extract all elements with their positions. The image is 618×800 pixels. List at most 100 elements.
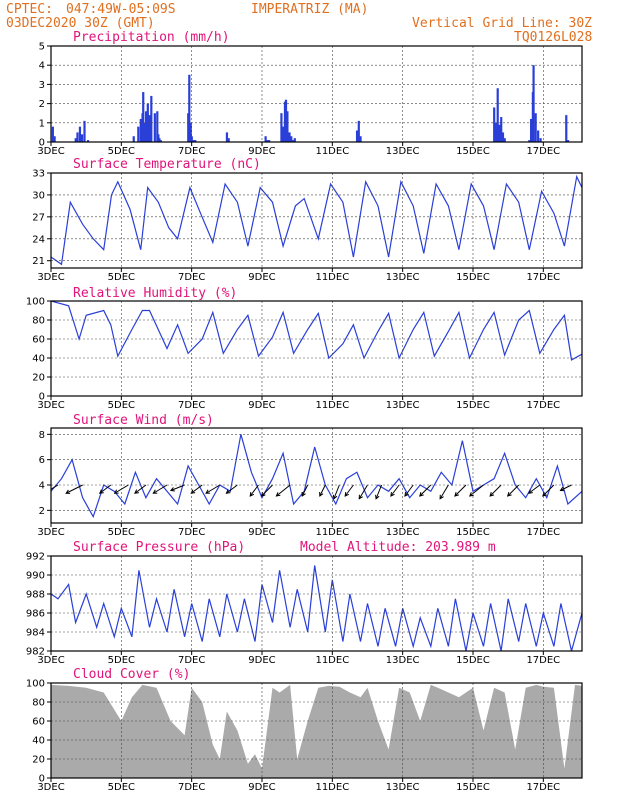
pressure-xtick-label: 7DEC xyxy=(178,655,205,666)
wind-arrowhead xyxy=(489,492,495,497)
wind-arrow xyxy=(489,484,502,497)
precip-bar xyxy=(539,138,542,142)
cloud-ytick-label: 20 xyxy=(32,755,45,766)
cloud-area xyxy=(51,684,582,778)
pressure-ytick-label: 986 xyxy=(26,609,45,620)
wind-arrowhead xyxy=(332,494,338,500)
precip-ytick-label: 5 xyxy=(39,42,45,53)
cloud-frame xyxy=(50,682,583,779)
precip-bar xyxy=(150,95,153,142)
precip-bar xyxy=(156,111,159,142)
cloud-panel: 0 20 40 60 80 100 3DEC 5DEC 7DEC 9DEC 11DEC 13DEC 15… xyxy=(26,679,583,793)
wind-frame xyxy=(50,427,583,524)
wind-arrow xyxy=(358,484,368,500)
temperature-ytick-label: 24 xyxy=(32,234,45,245)
wind-arrowhead xyxy=(260,492,266,497)
precip-ytick-label: 3 xyxy=(39,80,45,91)
wind-ytick-label: 6 xyxy=(39,455,45,466)
humidity-plot-area xyxy=(51,301,582,361)
pressure-ytick-label: 988 xyxy=(26,590,45,601)
temperature-ytick-label: 30 xyxy=(32,190,45,201)
humidity-line xyxy=(51,301,582,361)
pressure-xtick-label: 5DEC xyxy=(108,655,135,666)
precip-bar xyxy=(76,132,79,142)
temperature-ytick-label: 27 xyxy=(32,212,45,223)
precip-bar xyxy=(142,92,145,142)
wind-xtick-label: 9DEC xyxy=(248,527,275,538)
wind-arrowhead xyxy=(113,489,119,494)
pressure-line xyxy=(51,565,582,651)
precip-bar xyxy=(532,65,535,142)
precip-bar xyxy=(565,115,568,142)
precip-bar xyxy=(357,120,360,142)
cloud-ytick-label: 80 xyxy=(32,698,45,709)
precip-bar xyxy=(528,140,531,142)
pressure-ytick-label: 984 xyxy=(26,628,45,639)
precip-bar xyxy=(53,136,56,142)
precip-bar xyxy=(144,111,148,142)
wind-arrowhead xyxy=(527,489,533,494)
temperature-frame xyxy=(50,172,583,269)
pressure-xtick-label: 11DEC xyxy=(315,655,349,666)
pressure-xtick-label: 15DEC xyxy=(456,655,490,666)
precip-bar xyxy=(288,132,291,142)
humidity-ytick-label: 0 xyxy=(39,392,45,403)
precip-bar xyxy=(498,124,501,142)
precip-bar xyxy=(78,126,82,142)
precip-bar xyxy=(284,99,288,142)
humidity-panel: 0 20 40 60 80 100 3DEC 5DEC 7DEC 9DEC 11DEC 13DEC 15… xyxy=(26,297,583,411)
header-coords: 047:49W-05:09S xyxy=(66,2,176,17)
precip-bar xyxy=(194,140,197,142)
cloud-xtick-label: 7DEC xyxy=(178,782,205,793)
precip-frame xyxy=(50,45,583,143)
precip-xtick-label: 9DEC xyxy=(248,146,275,157)
precip-xtick-label: 15DEC xyxy=(456,146,490,157)
temperature-xtick-label: 13DEC xyxy=(386,272,420,283)
precip-bar xyxy=(496,88,499,142)
wind-arrowhead xyxy=(225,489,231,494)
header-code: TQ0126L028 xyxy=(514,30,592,45)
precip-bar xyxy=(192,140,195,142)
wind-arrow xyxy=(528,484,541,494)
pressure-title: Surface Pressure (hPa) xyxy=(73,540,245,555)
precip-xtick-label: 13DEC xyxy=(386,146,420,157)
wind-ytick-label: 8 xyxy=(39,430,45,441)
cloud-ytick-label: 100 xyxy=(26,679,45,690)
precip-xtick-label: 5DEC xyxy=(108,146,135,157)
header-place: IMPERATRIZ (MA) xyxy=(251,2,368,17)
precip-bar xyxy=(148,115,151,142)
humidity-xtick-label: 7DEC xyxy=(178,400,205,411)
precip-bar xyxy=(280,113,283,142)
wind-arrowhead xyxy=(205,489,211,494)
wind-arrow xyxy=(375,484,383,499)
wind-arrow xyxy=(454,484,467,497)
precip-bar xyxy=(494,122,498,142)
header-grid-note: Vertical Grid Line: 30Z xyxy=(412,16,592,31)
precip-bar xyxy=(566,140,570,142)
humidity-xtick-label: 13DEC xyxy=(386,400,420,411)
temperature-line xyxy=(51,174,582,266)
humidity-ytick-label: 100 xyxy=(26,297,45,308)
precip-bar xyxy=(86,140,90,142)
wind-arrowhead xyxy=(375,494,380,500)
precip-bar xyxy=(188,74,191,142)
precip-xtick-label: 7DEC xyxy=(178,146,205,157)
humidity-ytick-label: 40 xyxy=(32,354,45,365)
cloud-xtick-label: 9DEC xyxy=(248,782,275,793)
wind-arrow xyxy=(542,484,555,497)
wind-arrowhead xyxy=(169,487,175,492)
wind-arrowhead xyxy=(468,492,474,497)
temperature-panel: 21 24 27 30 33 3DEC 5DEC 7DEC 9DEC 11DEC 13DEC 15DE… xyxy=(32,169,583,283)
pressure-xtick-label: 17DEC xyxy=(526,655,560,666)
wind-arrow xyxy=(507,484,520,497)
temperature-xtick-label: 15DEC xyxy=(456,272,490,283)
cloud-xtick-label: 11DEC xyxy=(315,782,349,793)
precip-bar xyxy=(290,136,293,142)
wind-panel: 2 4 6 8 3DEC 5DEC 7DEC 9DEC 11DEC 13DEC 15DEC 17DEC xyxy=(37,427,583,538)
wind-arrowhead xyxy=(152,489,158,494)
pressure-ytick-label: 990 xyxy=(26,571,45,582)
precip-bar xyxy=(143,122,146,142)
wind-arrow xyxy=(65,484,83,494)
wind-arrowhead xyxy=(134,489,139,494)
